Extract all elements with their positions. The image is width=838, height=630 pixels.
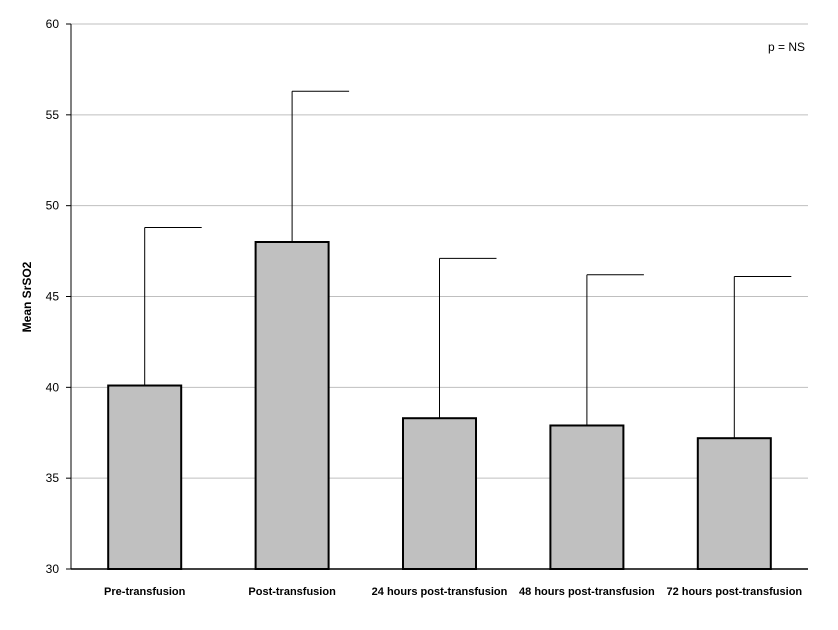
x-tick-label: 24 hours post-transfusion — [372, 586, 508, 598]
bars — [107, 90, 792, 571]
bar — [402, 417, 477, 571]
x-tick-label: 48 hours post-transfusion — [519, 586, 655, 598]
x-tick-label: Post-transfusion — [248, 586, 336, 598]
bar — [254, 241, 330, 570]
bar — [696, 437, 772, 571]
y-tick-label: 45 — [46, 290, 60, 304]
y-tick-label: 55 — [46, 108, 60, 122]
y-tick-label: 50 — [46, 199, 60, 213]
p-value-annotation: p = NS — [768, 40, 805, 54]
bar — [549, 424, 625, 570]
x-tick-label: Pre-transfusion — [104, 586, 186, 598]
bar — [107, 384, 183, 570]
x-tick-label: 72 hours post-transfusion — [666, 586, 802, 598]
axes: 30 35 40 45 50 55 60 Pre-transfusion Post-transf… — [46, 17, 808, 598]
y-tick-label: 60 — [46, 17, 60, 31]
y-tick-label: 30 — [46, 562, 60, 576]
y-axis-title: Mean SrSO2 — [20, 261, 34, 332]
y-tick-label: 40 — [46, 380, 60, 394]
y-tick-label: 35 — [46, 471, 60, 485]
